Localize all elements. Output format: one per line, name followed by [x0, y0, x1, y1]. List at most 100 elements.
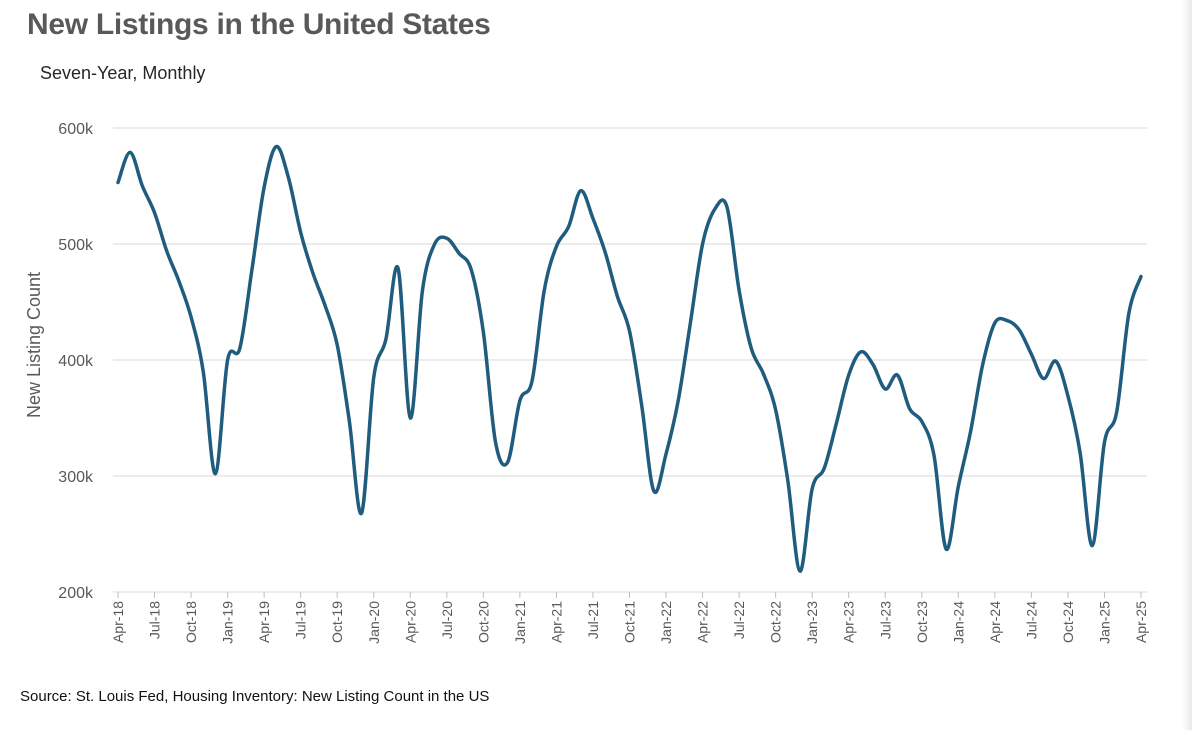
data-point [579, 189, 583, 193]
x-tick-label: Jul-22 [731, 601, 747, 639]
data-point [554, 244, 558, 248]
data-point [1017, 328, 1021, 332]
x-tick-label: Jul-24 [1023, 601, 1039, 639]
data-point [920, 419, 924, 423]
data-point [749, 346, 753, 350]
y-tick-label: 500k [58, 237, 94, 254]
data-point [469, 268, 473, 272]
data-point [1078, 451, 1082, 455]
data-point [944, 547, 948, 551]
x-tick-label: Oct-21 [622, 601, 638, 643]
data-point [213, 472, 217, 476]
data-point [372, 375, 376, 379]
data-point [664, 452, 668, 456]
data-point [847, 373, 851, 377]
data-point [530, 379, 534, 383]
data-point [165, 249, 169, 253]
data-point [445, 236, 449, 240]
x-tick-label: Apr-20 [402, 601, 418, 643]
data-point [347, 419, 351, 423]
data-point [384, 337, 388, 341]
y-tick-label: 300k [58, 469, 94, 486]
data-point [128, 150, 132, 154]
x-tick-label: Jan-25 [1096, 601, 1112, 644]
data-point [226, 358, 230, 362]
chart-subtitle: Seven-Year, Monthly [40, 63, 206, 83]
data-point [701, 242, 705, 246]
data-point [287, 176, 291, 180]
data-point [542, 288, 546, 292]
data-point [420, 288, 424, 292]
x-tick-label: Jan-24 [950, 601, 966, 644]
chart-title: New Listings in the United States [27, 8, 491, 41]
x-tick-label: Jan-19 [220, 601, 236, 644]
x-tick-label: Oct-22 [768, 601, 784, 643]
x-tick-label: Apr-23 [841, 601, 857, 643]
x-tick-label: Oct-20 [475, 601, 491, 643]
x-tick-label: Oct-19 [329, 601, 345, 643]
data-point [1139, 274, 1143, 278]
data-point [993, 321, 997, 325]
data-point [591, 216, 595, 220]
data-point [1029, 352, 1033, 356]
data-point [688, 321, 692, 325]
data-point [481, 330, 485, 334]
data-point [652, 489, 656, 493]
data-point [859, 350, 863, 354]
data-point [506, 460, 510, 464]
x-tick-label: Apr-19 [256, 601, 272, 643]
x-tick-label: Jan-21 [512, 601, 528, 644]
data-point [810, 487, 814, 491]
data-point [640, 403, 644, 407]
data-point [274, 145, 278, 149]
data-point [433, 242, 437, 246]
data-point [725, 205, 729, 209]
data-point [457, 251, 461, 255]
data-point [761, 372, 765, 376]
data-point [153, 211, 157, 215]
x-axis-ticks: Apr-18 Jul-18 Oct-18 Jan-19 Apr-19 Jul-19 Oct-… [110, 592, 1149, 644]
data-point [774, 408, 778, 412]
x-tick-label: Jul-19 [293, 601, 309, 639]
data-point [822, 466, 826, 470]
data-point [518, 399, 522, 403]
data-point [908, 407, 912, 411]
x-tick-label: Apr-24 [987, 601, 1003, 643]
data-point [932, 453, 936, 457]
data-point [177, 279, 181, 283]
data-point [1005, 319, 1009, 323]
y-tick-label: 200k [58, 585, 94, 602]
data-point [871, 363, 875, 367]
data-point [335, 343, 339, 347]
data-point [798, 569, 802, 573]
data-point [895, 373, 899, 377]
data-point [603, 250, 607, 254]
x-tick-label: Apr-18 [110, 601, 126, 643]
x-tick-label: Jul-20 [439, 601, 455, 639]
y-axis-label: New Listing Count [24, 272, 44, 418]
x-tick-label: Jul-21 [585, 601, 601, 639]
data-point [116, 181, 120, 185]
data-point [323, 303, 327, 307]
data-point [1042, 377, 1046, 381]
data-point [615, 294, 619, 298]
y-tick-label: 400k [58, 353, 94, 370]
data-point [201, 370, 205, 374]
data-point [835, 421, 839, 425]
x-tick-label: Apr-25 [1133, 601, 1149, 643]
y-tick-label: 600k [58, 121, 94, 138]
x-tick-label: Jan-20 [366, 601, 382, 644]
data-point [1127, 312, 1131, 316]
data-point [262, 185, 266, 189]
series-group [116, 144, 1143, 573]
data-point [238, 346, 242, 350]
data-point [628, 329, 632, 333]
data-point [250, 268, 254, 272]
x-tick-label: Jan-22 [658, 601, 674, 644]
x-tick-label: Apr-22 [695, 601, 711, 643]
data-point [786, 479, 790, 483]
data-point [1102, 440, 1106, 444]
data-point [981, 363, 985, 367]
data-point [189, 315, 193, 319]
